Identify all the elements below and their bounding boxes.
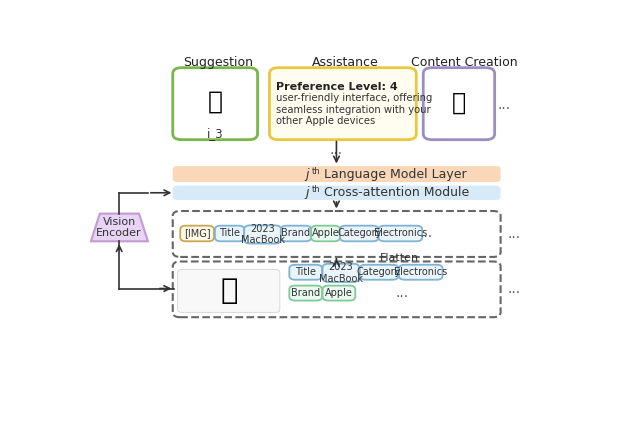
FancyBboxPatch shape [423,68,495,140]
Text: Cross-attention Module: Cross-attention Module [319,186,469,199]
Text: ...: ... [419,226,432,241]
Text: Flatten: Flatten [380,253,419,263]
FancyBboxPatch shape [311,225,340,241]
Text: ...: ... [497,98,511,112]
FancyBboxPatch shape [379,225,422,241]
FancyBboxPatch shape [244,225,281,244]
Text: Category: Category [337,228,381,239]
Text: Content Creation: Content Creation [411,56,518,69]
Text: Brand: Brand [282,228,310,239]
FancyBboxPatch shape [289,286,322,301]
Text: Apple: Apple [312,228,339,239]
FancyBboxPatch shape [173,186,500,200]
Text: 💻: 💻 [220,277,237,305]
Text: user-friendly interface, offering
seamless integration with your
other Apple dev: user-friendly interface, offering seamle… [276,93,432,126]
Text: Title: Title [219,228,240,239]
FancyBboxPatch shape [180,225,214,241]
Text: ...: ... [396,286,409,300]
Text: i_3: i_3 [207,127,223,140]
Text: Electronics: Electronics [374,228,427,239]
FancyBboxPatch shape [178,269,280,312]
Polygon shape [91,214,148,241]
FancyBboxPatch shape [289,265,322,280]
Text: Language Model Layer: Language Model Layer [319,168,466,181]
FancyBboxPatch shape [340,225,379,241]
FancyBboxPatch shape [360,265,399,280]
Text: ...: ... [330,201,343,215]
FancyBboxPatch shape [281,225,311,241]
FancyBboxPatch shape [323,264,359,282]
FancyBboxPatch shape [269,68,416,140]
Text: th: th [312,167,320,176]
Text: 📱: 📱 [207,89,223,113]
Text: Vision
Encoder: Vision Encoder [97,217,142,239]
Text: Assistance: Assistance [312,56,379,69]
Text: ...: ... [508,282,520,296]
Text: j: j [306,168,309,181]
Text: Title: Title [295,267,316,277]
Text: ...: ... [330,143,343,157]
FancyBboxPatch shape [323,286,355,301]
Text: Apple: Apple [325,288,353,298]
Text: Suggestion: Suggestion [183,56,253,69]
Text: 👟: 👟 [452,91,466,115]
Text: Category: Category [357,267,401,277]
Text: ...: ... [508,227,520,241]
Text: Brand: Brand [291,288,320,298]
Text: 2023
MacBook: 2023 MacBook [241,224,285,245]
FancyBboxPatch shape [173,68,257,140]
FancyBboxPatch shape [173,166,500,182]
Text: [IMG]: [IMG] [184,228,211,239]
FancyBboxPatch shape [399,265,443,280]
Text: th: th [312,185,320,194]
Text: Electronics: Electronics [394,267,447,277]
Text: 2023
MacBook: 2023 MacBook [319,262,363,284]
Text: j: j [306,186,309,199]
Text: Preference Level: 4: Preference Level: 4 [276,82,397,92]
FancyBboxPatch shape [215,225,244,241]
